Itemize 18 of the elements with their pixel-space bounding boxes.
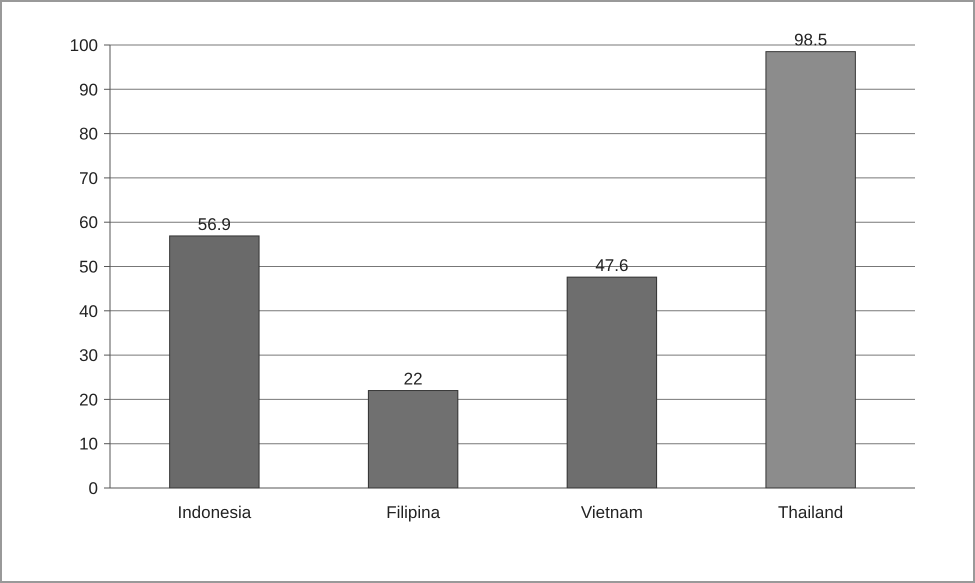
bar [169,235,260,488]
y-tick-label: 30 [79,346,98,366]
y-tick-label: 50 [79,257,98,276]
x-tick-label: Indonesia [177,503,252,522]
y-tick-label: 0 [88,478,98,498]
y-tick-label: 70 [79,168,98,188]
y-tick-label: 40 [79,302,98,321]
x-tick-label: Filipina [386,503,441,522]
y-tick-label: 10 [79,434,98,454]
y-tick-label: 100 [70,36,98,55]
y-tick-label: 20 [79,390,98,410]
y-tick-label: 60 [79,213,98,232]
x-tick-label: Thailand [778,503,844,522]
y-tick-label: 90 [79,80,98,100]
data-label: 22 [404,370,423,389]
y-tick-label: 80 [79,124,98,144]
x-tick-label: Vietnam [580,503,643,522]
bar [765,51,856,488]
